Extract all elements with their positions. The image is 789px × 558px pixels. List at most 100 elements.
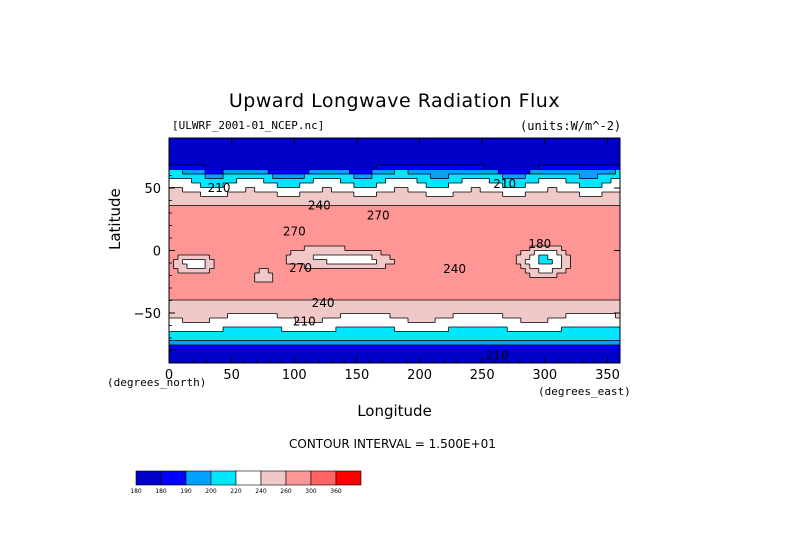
- field-cell: [182, 295, 188, 301]
- field-cell: [227, 192, 233, 198]
- field-cell: [534, 147, 540, 153]
- field-cell: [426, 147, 432, 153]
- field-cell: [227, 201, 233, 207]
- field-cell: [606, 255, 612, 261]
- field-cell: [606, 187, 612, 193]
- field-cell: [493, 147, 499, 153]
- field-cell: [205, 142, 211, 148]
- field-cell: [173, 354, 179, 360]
- field-cell: [592, 192, 599, 198]
- field-cell: [538, 214, 544, 220]
- field-cell: [389, 268, 396, 274]
- field-cell: [457, 264, 463, 270]
- field-cell: [245, 232, 251, 238]
- field-cell: [223, 151, 229, 157]
- field-cell: [412, 327, 418, 333]
- field-cell: [498, 192, 504, 198]
- field-cell: [299, 295, 305, 301]
- field-cell: [286, 259, 292, 265]
- field-cell: [200, 331, 206, 337]
- field-cell: [317, 282, 323, 288]
- field-cell: [601, 151, 608, 157]
- field-cell: [371, 214, 378, 220]
- field-cell: [610, 205, 617, 211]
- field-cell: [250, 255, 256, 261]
- field-cell: [439, 165, 445, 171]
- field-cell: [376, 192, 382, 198]
- field-cell: [435, 214, 441, 220]
- field-cell: [475, 196, 481, 202]
- field-cell: [331, 259, 337, 265]
- field-cell: [317, 174, 323, 180]
- field-cell: [245, 327, 251, 333]
- field-cell: [358, 192, 364, 198]
- field-cell: [547, 358, 553, 363]
- field-cell: [502, 322, 508, 328]
- field-cell: [259, 169, 265, 175]
- field-cell: [290, 295, 296, 301]
- field-cell: [245, 138, 251, 144]
- field-cell: [592, 250, 599, 256]
- field-cell: [178, 160, 184, 166]
- field-cell: [421, 156, 427, 162]
- field-cell: [520, 291, 526, 297]
- field-cell: [371, 259, 378, 265]
- field-cell: [326, 273, 332, 279]
- field-cell: [254, 318, 260, 324]
- field-cell: [534, 210, 540, 216]
- field-cell: [534, 214, 540, 220]
- field-cell: [223, 273, 229, 279]
- field-cell: [399, 354, 405, 360]
- field-cell: [227, 174, 233, 180]
- field-cell: [606, 237, 612, 243]
- field-cell: [507, 223, 513, 229]
- field-cell: [218, 304, 224, 310]
- field-cell: [457, 178, 463, 184]
- field-cell: [214, 286, 220, 292]
- field-cell: [205, 318, 211, 324]
- field-cell: [182, 192, 188, 198]
- field-cell: [196, 349, 202, 355]
- field-cell: [389, 340, 396, 346]
- field-cell: [286, 214, 292, 220]
- field-cell: [570, 291, 576, 297]
- field-cell: [498, 178, 504, 184]
- field-cell: [426, 286, 432, 292]
- field-cell: [394, 165, 400, 171]
- field-cell: [534, 282, 540, 288]
- field-cell: [187, 246, 193, 252]
- field-cell: [362, 156, 369, 162]
- field-cell: [277, 345, 283, 351]
- field-cell: [394, 160, 400, 166]
- field-cell: [489, 255, 495, 261]
- field-cell: [502, 169, 508, 175]
- field-cell: [250, 336, 256, 342]
- field-cell: [232, 268, 238, 274]
- field-cell: [547, 349, 553, 355]
- field-cell: [601, 147, 608, 153]
- field-cell: [223, 156, 229, 162]
- field-cell: [403, 201, 409, 207]
- field-cell: [511, 277, 517, 283]
- field-cell: [259, 241, 265, 247]
- field-cell: [268, 219, 274, 225]
- field-cell: [178, 286, 184, 292]
- field-cell: [466, 138, 472, 144]
- field-cell: [232, 255, 238, 261]
- field-cell: [399, 241, 405, 247]
- field-cell: [182, 318, 188, 324]
- field-cell: [511, 336, 517, 342]
- field-cell: [561, 210, 567, 216]
- field-cell: [308, 318, 314, 324]
- field-cell: [480, 345, 486, 351]
- field-cell: [344, 196, 350, 202]
- field-cell: [286, 358, 292, 363]
- field-cell: [435, 142, 441, 148]
- field-cell: [615, 327, 620, 333]
- field-cell: [236, 192, 242, 198]
- field-cell: [385, 255, 391, 261]
- field-cell: [344, 322, 350, 328]
- field-cell: [606, 313, 612, 319]
- field-cell: [281, 331, 287, 337]
- field-cell: [601, 322, 608, 328]
